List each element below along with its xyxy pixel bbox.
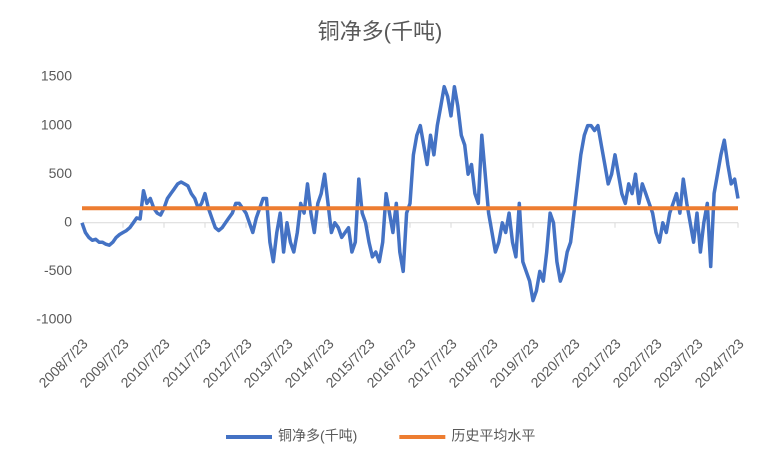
y-tick-label: 1000: [41, 116, 72, 132]
chart-title: 铜净多(千吨): [318, 19, 443, 44]
data-line: [80, 84, 740, 303]
y-tick-label: -500: [44, 262, 72, 278]
y-tick-label: 0: [64, 214, 72, 230]
legend-label: 历史平均水平: [451, 428, 535, 444]
y-tick-label: -1000: [36, 311, 72, 327]
legend-label: 铜净多(千吨): [278, 428, 357, 444]
y-tick-label: 500: [49, 165, 73, 181]
y-tick-label: 1500: [41, 68, 72, 84]
